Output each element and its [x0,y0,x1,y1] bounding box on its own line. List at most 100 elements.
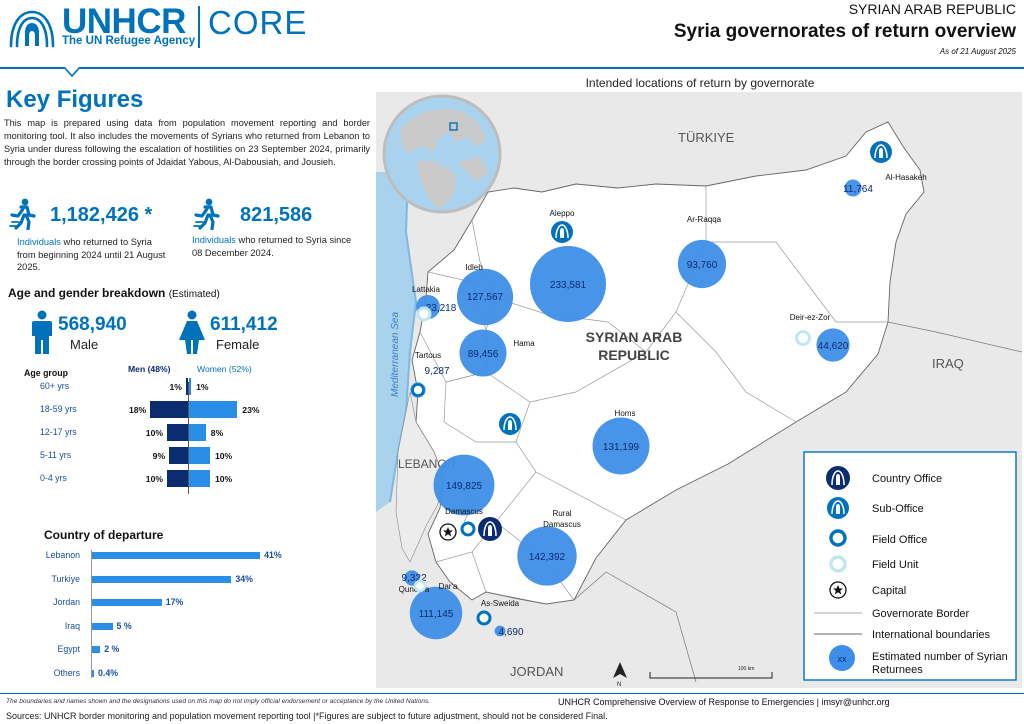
men-bar [185,378,188,395]
returnee-bubble [844,179,862,197]
governorate-name: As-Sweida [481,599,520,608]
returned-since-dec-value: 821,586 [240,204,313,226]
header-rule [0,67,1024,69]
female-value: 611,412 [210,314,278,335]
departure-value: 17% [165,597,184,607]
legend-intl-border: International boundaries [872,629,991,641]
returnee-bubble [433,454,495,516]
departure-country-label: Lebanon [45,550,80,560]
date-line: As of 21 August 2025 [939,47,1016,56]
breakdown-qualifier: (Estimated) [168,289,220,300]
men-percent: 18% [128,405,147,415]
departure-country-label: Turkiye [51,573,80,584]
governorate-value: 44,620 [818,341,849,352]
breakdown-title-text: Age and gender breakdown [8,286,166,300]
women-header: Women (52%) [197,364,252,374]
returnee-bubbles [404,179,862,640]
legend-country-office-icon [826,466,850,490]
governorate-value: 9,287 [424,366,449,377]
footer-credits: UNHCR Comprehensive Overview of Response… [558,697,890,707]
map-heading: Intended locations of return by governor… [585,76,815,90]
label-syria-2: REPUBLIC [598,347,670,363]
governorate-name: Al-Hasakeh [885,173,926,182]
legend-capital: Capital [872,585,906,597]
field-unit-icon [413,579,427,593]
age-group-header: Age group [24,368,68,378]
globe-inset [382,94,502,214]
scale-bar: 100 km [649,666,773,679]
footer-sources: Sources: UNHCR border monitoring and pop… [6,711,608,721]
key-figures-title: Key Figures [6,86,144,113]
unhcr-logo-icon [9,10,55,48]
southern-border [485,571,697,683]
men-bar [169,447,188,464]
field-office-icon [460,521,476,537]
governorate-value: 11,764 [843,184,873,195]
legend-returnees-1: Estimated number of Syrian [872,651,1008,663]
governorate-value: 23,218 [426,303,457,314]
governorate-value: 142,392 [529,552,566,563]
header-notch [64,67,80,77]
legend-country-office: Country Office [872,473,942,485]
women-percent: 8% [210,428,224,438]
governorate-name: Tartous [415,351,441,360]
country-office-icon [478,517,502,541]
governorate-name: Quneitra [399,585,430,594]
women-bar [189,378,192,395]
governorate-name: Ar-Raqqa [687,215,722,224]
field-unit-icon [795,330,811,346]
logo-name: UNHCR [62,2,186,41]
governorate-value: 149,825 [446,481,483,492]
governorate-borders [419,186,888,601]
returnee-bubble [530,246,606,322]
returnee-bubble [456,268,514,326]
legend-field-office-icon [829,529,847,547]
women-bar [189,401,238,418]
governorate-value: 89,456 [468,349,499,360]
women-percent: 10% [215,451,233,461]
eastern-border [887,321,1022,353]
north-arrow-icon: N [613,662,627,688]
label-turkiye: TÜRKIYE [678,130,735,145]
governorate-value: 233,581 [550,280,587,291]
men-percent: 9% [152,451,166,461]
logo-subtitle: The UN Refugee Agency [62,35,196,47]
returned-total-value: 1,182,426 * [50,204,153,226]
returned-since-dec-highlight: Individuals [192,235,236,245]
field-unit-icon [416,306,432,322]
departure-country-label: Egypt [57,644,81,654]
departure-bar [92,646,101,653]
label-sea: Mediterranean Sea [390,312,401,397]
returnee-bubble [517,526,577,586]
person-walking-icon [193,198,220,230]
footer-rule [0,693,1024,694]
returnee-bubble [494,625,506,637]
returnee-bubble [459,329,507,377]
departure-bar [92,622,113,630]
sub-office-icon [499,413,521,435]
age-group-label: 60+ yrs [40,381,70,391]
men-bar [150,401,188,418]
governorate-name: Rural Damascus [543,509,581,529]
label-syria-1: SYRIAN ARAB [586,329,683,345]
label-jordan: JORDAN [510,664,563,679]
age-group-label: 12-17 yrs [40,427,77,437]
women-percent: 10% [215,474,233,484]
departure-chart-axis [91,550,92,678]
office-symbols [411,141,892,626]
governorate-value: 9,322 [401,573,426,584]
departure-country-label: Iraq [64,620,80,631]
governorate-name: Aleppo [550,209,575,218]
page-title: Syria governorates of return overview [673,21,1016,42]
governorate-name: Damascus [445,507,483,516]
governorate-name: Deir-ez-Zor [790,313,831,322]
men-percent: 10% [145,428,163,438]
logo-divider [198,6,200,48]
north-label: N [617,682,621,688]
women-percent: 23% [242,405,260,415]
governorate-name: Homs [615,409,636,418]
governorate-labels: Aleppo 233,581 Idleb 127,567 Lattakia 23,218 H… [399,173,927,638]
men-header: Men (48%) [128,364,171,374]
departure-bar [92,575,232,583]
legend-sub-office-icon [827,497,849,519]
